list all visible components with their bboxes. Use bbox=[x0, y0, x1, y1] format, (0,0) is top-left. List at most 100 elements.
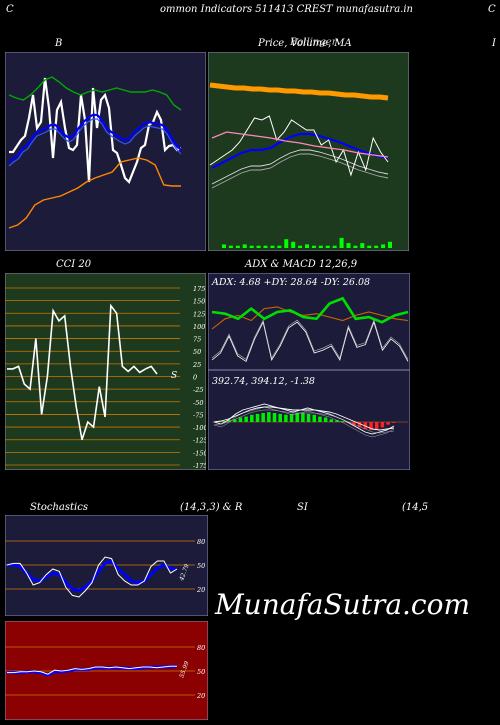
adx-plus-dy-line bbox=[211, 296, 409, 324]
bollinger-panel bbox=[5, 52, 206, 251]
rsi-bg bbox=[5, 621, 208, 720]
macd-panel: 392.74, 394.12, -1.38 bbox=[208, 370, 410, 470]
macd-hist-bar bbox=[250, 414, 254, 422]
macd-hist-bar bbox=[386, 422, 390, 425]
price-title: Price, Volume, MA bbox=[258, 38, 352, 49]
macd-hist-bar bbox=[340, 421, 345, 422]
cci-tick-label: 0 bbox=[193, 374, 197, 382]
macd-hist-bar bbox=[227, 420, 231, 422]
volume-bar bbox=[291, 241, 296, 248]
cci-tick-label: 25 bbox=[192, 361, 201, 369]
stochastics-tick-label: 80 bbox=[197, 538, 205, 546]
macd-hist-bar bbox=[295, 413, 299, 422]
macd-hist-bar bbox=[238, 417, 243, 422]
bollinger-line-1 bbox=[8, 113, 182, 163]
volume-bar bbox=[346, 243, 351, 248]
cci-tick-label: -150 bbox=[193, 449, 206, 457]
volume-bar bbox=[249, 245, 254, 248]
macd-hist-bar bbox=[306, 413, 311, 422]
bollinger-band-line-shadow bbox=[8, 118, 182, 167]
macd-hist-bar bbox=[221, 421, 226, 422]
macd-hist-bar bbox=[267, 412, 271, 422]
volume-bar bbox=[284, 239, 289, 248]
edge-right-letter: I bbox=[492, 38, 496, 49]
rsi-title: SI bbox=[297, 502, 308, 513]
stochastics-bg bbox=[5, 515, 208, 616]
volume-bar bbox=[263, 245, 268, 248]
bollinger-line-3 bbox=[8, 157, 181, 229]
cci-tick-label: -175 bbox=[193, 462, 206, 470]
macd-hist-bar bbox=[261, 413, 265, 422]
volume-bar bbox=[367, 245, 372, 248]
cci-line bbox=[7, 303, 158, 440]
header-left-letter: C bbox=[6, 4, 14, 15]
page-title: ommon Indicators 511413 CREST munafasutr… bbox=[160, 4, 413, 15]
volume-bar bbox=[311, 245, 316, 248]
rsi-tick-label: 50 bbox=[197, 668, 205, 676]
volume-bar bbox=[353, 245, 358, 248]
volume-bar bbox=[339, 237, 344, 248]
adx-minus-dy-line bbox=[211, 306, 409, 330]
macd-line-1 bbox=[213, 406, 395, 431]
stochastics-tick-label: 50 bbox=[197, 562, 205, 570]
watermark: MunafaSutra.com bbox=[215, 588, 471, 621]
macd-hist-bar bbox=[318, 416, 322, 422]
macd-hist-bar bbox=[369, 422, 373, 431]
macd-line-1-shadow bbox=[213, 409, 395, 434]
volume-bar bbox=[222, 244, 226, 248]
volume-bar bbox=[360, 243, 365, 248]
macd-hist-bar bbox=[392, 422, 396, 423]
adx-macd-title: ADX & MACD 12,26,9 bbox=[245, 259, 358, 270]
cci-tick-label: -75 bbox=[193, 411, 203, 419]
price-close-line bbox=[209, 115, 389, 177]
volume-bar bbox=[318, 245, 323, 248]
stochastics-blue-line bbox=[7, 559, 178, 593]
volume-bar bbox=[374, 245, 379, 248]
cci-panel: 175 150 125 100 75 50 25 0 -25 -50 -75 -100 -125 -150… bbox=[5, 273, 206, 470]
cci-tick-label: -25 bbox=[193, 386, 203, 394]
bollinger-line-2 bbox=[8, 76, 182, 111]
macd-hist-bar bbox=[335, 420, 339, 422]
cci-tick-label: 150 bbox=[193, 298, 205, 306]
adx-line bbox=[211, 320, 409, 363]
macd-line-0 bbox=[213, 403, 395, 435]
macd-hist-bar bbox=[357, 422, 362, 428]
volume-bar bbox=[332, 245, 337, 248]
macd-hist-bar bbox=[352, 422, 356, 426]
adx-bg bbox=[208, 273, 410, 370]
price-ma-grey-lower bbox=[211, 153, 389, 189]
bollinger-title: B bbox=[55, 38, 63, 49]
cci-tick-label: -50 bbox=[193, 399, 203, 407]
macd-hist-bar bbox=[244, 416, 248, 422]
price-title-overlap: Bollinger bbox=[290, 37, 337, 48]
macd-hist-bar bbox=[374, 422, 379, 430]
rsi-tick-label: 80 bbox=[197, 644, 205, 652]
stochastics-title: Stochastics bbox=[30, 502, 88, 513]
volume-bar bbox=[381, 244, 386, 248]
adx-readout: ADX: 4.68 +DY: 28.64 -DY: 26.08 bbox=[211, 277, 370, 288]
macd-hist-bar bbox=[380, 422, 385, 428]
stochastics-white-line bbox=[6, 556, 178, 598]
cci-tick-label: 100 bbox=[193, 323, 205, 331]
cci-last-label: S bbox=[171, 371, 177, 381]
cci-tick-label: 75 bbox=[193, 336, 201, 344]
adx-line-shadow bbox=[211, 319, 409, 360]
price-ma-pink bbox=[211, 131, 389, 158]
stochastics-params: (14,3,3) & R bbox=[180, 502, 243, 513]
bollinger-bg bbox=[5, 52, 206, 251]
macd-hist-bar bbox=[289, 413, 294, 422]
volume-bar bbox=[298, 245, 303, 248]
adx-panel: ADX: 4.68 +DY: 28.64 -DY: 26.08 bbox=[208, 273, 410, 370]
cci-tick-label: 175 bbox=[193, 285, 205, 293]
macd-hist-bar bbox=[312, 414, 317, 422]
macd-hist-bar bbox=[323, 417, 328, 422]
price-ma-thick bbox=[209, 82, 389, 101]
volume-bar bbox=[235, 245, 240, 248]
volume-bar bbox=[228, 245, 233, 248]
volume-bar bbox=[325, 245, 330, 248]
price-ma-blue bbox=[211, 132, 389, 169]
cci-tick-label: 125 bbox=[193, 310, 205, 318]
rsi-white-line bbox=[7, 665, 177, 675]
macd-hist-bar bbox=[329, 419, 334, 422]
